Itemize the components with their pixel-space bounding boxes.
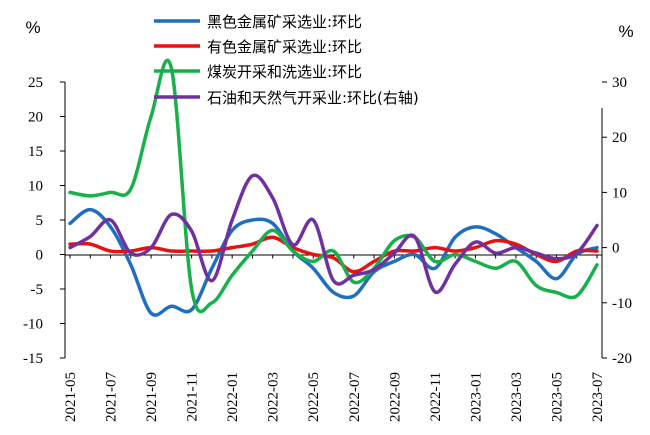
x-tick-label: 2022-07 [347,372,363,422]
left-y-tick-label: 20 [28,110,43,126]
right-unit-label: % [618,22,633,41]
left-y-tick-label: 10 [28,179,43,195]
series-line-coal [68,58,599,314]
x-tick-label: 2023-07 [590,372,606,422]
left-y-tick-label: -15 [23,351,43,367]
right-y-tick-label: -10 [612,296,632,312]
series-line-nonferrous-metal [68,235,599,274]
x-axis-ticks: 2021-05 2021-07 2021-09 2021-11 2022-01 2022-… [63,254,606,422]
left-unit-label: % [25,18,40,37]
left-y-tick-label: 25 [28,75,43,91]
x-tick-label: 2022-09 [387,372,403,422]
left-y-tick-label: 15 [28,144,43,160]
x-tick-label: 2023-05 [549,372,565,422]
x-tick-label: 2023-01 [468,372,484,422]
right-y-tick-label: -20 [612,351,632,367]
legend-label-nonferrous-metal: 有色金属矿采选业:环比 [207,38,362,56]
series-line-oil-gas [68,173,599,294]
x-tick-label: 2022-03 [266,372,282,422]
left-y-axis-ticks: -15 -10 -5 0 5 10 15 20 25 [23,75,65,367]
right-y-tick-label: 30 [612,75,627,91]
legend-label-coal: 煤炭开采和洗选业:环比 [207,63,362,81]
legend-label-oil-gas: 石油和天然气开采业:环比(右轴) [207,89,419,107]
right-y-axis-ticks: -20 -10 0 10 20 30 [602,75,632,367]
x-tick-label: 2022-05 [306,372,322,422]
x-tick-label: 2023-03 [509,372,525,422]
left-y-tick-label: -5 [31,282,44,298]
left-y-tick-label: 0 [36,248,44,264]
x-tick-label: 2021-09 [144,372,160,422]
series-lines [68,58,599,317]
left-y-tick-label: -10 [23,317,43,333]
legend: 黑色金属矿采选业:环比有色金属矿采选业:环比煤炭开采和洗选业:环比石油和天然气开… [154,13,419,107]
right-y-tick-label: 20 [612,130,627,146]
legend-label-black-metal: 黑色金属矿采选业:环比 [207,13,362,31]
x-tick-label: 2021-07 [104,372,120,422]
right-y-tick-label: 10 [612,185,627,201]
right-y-tick-label: 0 [612,241,620,257]
x-tick-label: 2022-11 [428,372,444,421]
x-tick-label: 2021-11 [185,372,201,421]
left-y-tick-label: 5 [36,213,44,229]
x-tick-label: 2021-05 [63,372,79,422]
x-tick-label: 2022-01 [225,372,241,422]
